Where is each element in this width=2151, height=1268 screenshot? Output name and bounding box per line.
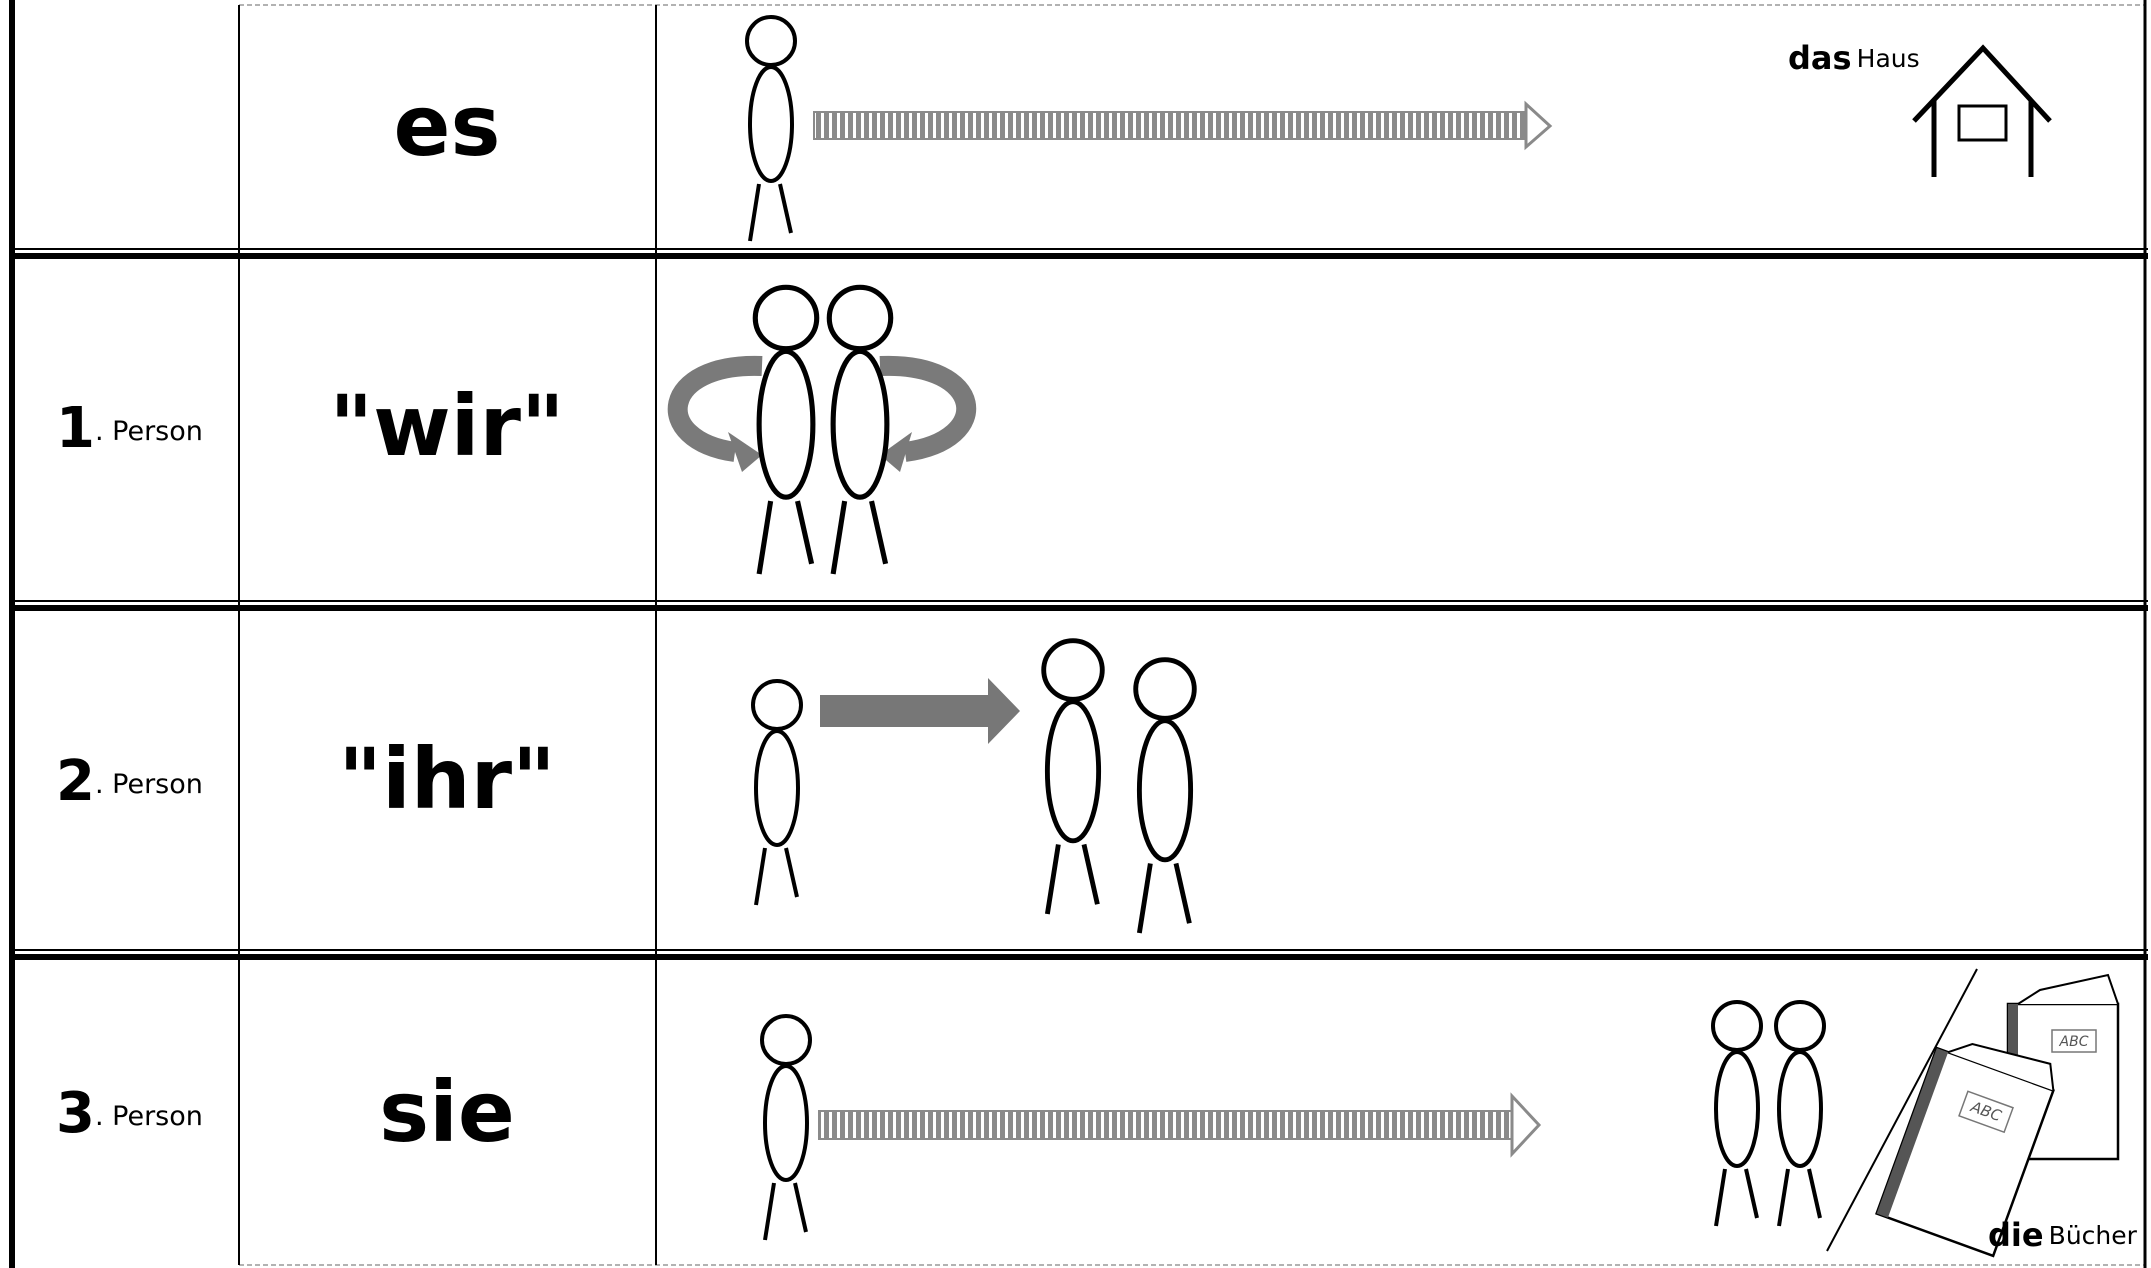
article: das	[1788, 39, 1852, 77]
striped-arrow	[813, 100, 1553, 151]
stick-figure	[829, 287, 890, 574]
person-label: 2. Person	[56, 749, 203, 814]
pronoun: "ihr"	[338, 730, 556, 828]
article: die	[1988, 1216, 2044, 1254]
person-word: . Person	[95, 1101, 203, 1132]
pronoun: es	[394, 77, 501, 175]
table-grid	[9, 0, 2148, 1268]
stick-figure	[755, 287, 816, 574]
pronoun: "wir"	[329, 377, 564, 475]
pronoun: sie	[379, 1063, 515, 1161]
person-number: 2	[56, 749, 95, 814]
person-label: 1. Person	[56, 396, 203, 461]
stick-figure	[745, 15, 797, 243]
stick-figure	[751, 679, 803, 907]
book-title: ABC	[2059, 1034, 2089, 1050]
stick-figure	[1044, 641, 1103, 914]
person-word: . Person	[95, 769, 203, 800]
person-number: 1	[56, 396, 95, 461]
noun-label: das Haus	[1788, 39, 1920, 77]
divider-line	[1826, 968, 1978, 1252]
stick-figure	[1711, 1000, 1763, 1228]
stick-figure	[1136, 660, 1195, 933]
curved-arrow	[667, 355, 977, 472]
person-word: . Person	[95, 416, 203, 447]
striped-arrow	[818, 1092, 1542, 1158]
stick-figure	[1774, 1000, 1826, 1228]
stick-figure	[760, 1014, 812, 1242]
person-label: 3. Person	[56, 1081, 203, 1146]
noun-label: die Bücher	[1988, 1216, 2138, 1254]
house-icon	[1912, 44, 2052, 177]
solid-arrow	[820, 678, 1020, 744]
book: ABC	[1875, 1042, 2055, 1258]
person-number: 3	[56, 1081, 95, 1146]
noun: Haus	[1857, 44, 1920, 73]
noun: Bücher	[2049, 1221, 2138, 1250]
